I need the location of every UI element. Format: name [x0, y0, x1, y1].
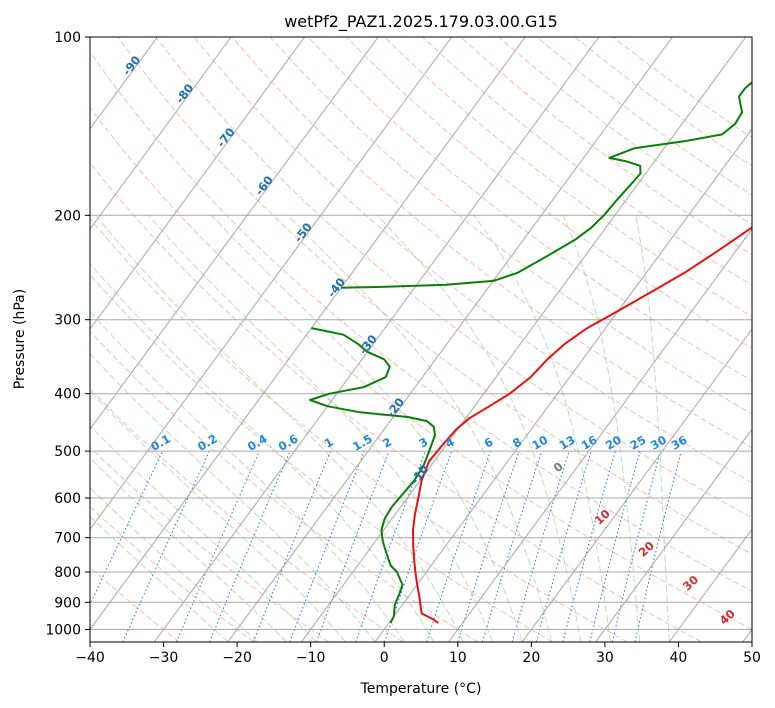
mixing-ratio-line: [289, 450, 365, 642]
moist-adiabat-line: [90, 457, 288, 642]
x-tick-label: 20: [522, 650, 540, 666]
x-tick-label: 40: [670, 650, 688, 666]
moist-adiabat-line: [562, 215, 641, 642]
mixing-ratio-label: 10: [529, 433, 550, 453]
moist-adiabat-line: [148, 214, 494, 642]
y-tick-label: 100: [54, 30, 81, 46]
moist-adiabat-line: [90, 487, 258, 642]
mixing-ratio-line: [457, 450, 520, 642]
mixing-ratio-label: 36: [669, 433, 690, 453]
isotherm-line: [668, 528, 752, 642]
moist-adiabat-line: [90, 390, 346, 642]
isotherm-line: [227, 37, 673, 642]
moist-adiabat-line: [473, 215, 611, 642]
mixing-ratio-line: [611, 450, 661, 642]
isotherm-line: [90, 37, 232, 230]
mixing-ratio-line: [511, 450, 570, 642]
dry-adiabat-line: [90, 330, 479, 642]
x-tick-label: −30: [149, 650, 179, 666]
skewed-isotherms-group: [0, 37, 752, 642]
y-axis-label: Pressure (hPa): [12, 289, 28, 389]
profile-line: [412, 226, 752, 624]
moist-adiabat-line: [90, 262, 435, 642]
dry-adiabat-line: [422, 37, 752, 286]
mixing-ratio-label: 13: [557, 433, 578, 453]
y-tick-label: 300: [54, 313, 81, 329]
moist-adiabat-line: [376, 214, 582, 642]
x-tick-label: −10: [296, 650, 326, 666]
profile-line: [340, 80, 752, 289]
mixing-ratio-line: [175, 450, 260, 642]
y-tick-label: 200: [54, 208, 81, 224]
isotherm-line: [300, 37, 747, 642]
moist-adiabat-line: [90, 425, 317, 642]
x-axis-ticks: −40 −30 −20 −10 0 10 20 30 40 50: [75, 642, 761, 666]
profile-line: [309, 327, 436, 624]
mixing-ratio-label: 20: [603, 433, 624, 453]
mixing-ratio-line: [562, 450, 616, 642]
mixing-ratio-line: [355, 450, 426, 642]
mixing-ratio-line: [252, 450, 332, 642]
mixing-ratio-label: 30: [648, 433, 669, 453]
moist-adiabat-line: [90, 352, 376, 642]
isotherm-line: [448, 228, 752, 642]
moist-adiabat-line: [90, 310, 405, 642]
mixing-ratio-line: [481, 450, 543, 642]
moist-adiabat-line: [635, 215, 670, 642]
profile-series-group: [309, 80, 752, 624]
x-tick-label: −40: [75, 650, 105, 666]
isotherm-line: [90, 37, 453, 531]
chart-title: wetPf2_PAZ1.2025.179.03.00.G15: [284, 12, 558, 32]
mixing-ratio-label: 25: [628, 433, 649, 453]
dry-adiabat-line: [90, 217, 628, 642]
y-axis-ticks: 100 200 300 400 500 600 700 800 900 1000: [45, 30, 90, 638]
mixing-ratio-line: [316, 450, 390, 642]
x-tick-label: 10: [449, 650, 467, 666]
x-tick-label: −20: [222, 650, 252, 666]
moist-adiabat-line: [95, 214, 464, 642]
isotherm-line: [90, 37, 379, 431]
dry-adiabat-line: [90, 106, 752, 630]
isotherm-line: [0, 37, 10, 642]
mixing-ratio-lines-group: [90, 450, 682, 642]
plot-frame: [89, 36, 753, 643]
mixing-ratio-line: [535, 450, 592, 642]
isotherm-line: [595, 428, 752, 642]
x-tick-label: 30: [596, 650, 614, 666]
moist-adiabat-line: [287, 214, 552, 642]
isotherm-line: [90, 37, 306, 330]
y-tick-label: 400: [54, 387, 81, 403]
dry-adiabat-line: [90, 388, 404, 642]
isotherm-line: [521, 328, 752, 642]
y-tick-label: 900: [54, 595, 81, 611]
dry-adiabat-line: [269, 37, 752, 415]
y-tick-label: 500: [54, 444, 81, 460]
dry-adiabat-line: [345, 37, 752, 349]
plot-background: [90, 37, 752, 642]
dry-adiabat-line: [155, 37, 752, 519]
dry-adiabat-line: [90, 566, 180, 642]
mixing-ratio-line: [426, 450, 492, 642]
isotherm-line: [90, 37, 526, 631]
y-tick-label: 1000: [45, 622, 81, 638]
moist-adiabats-group: [90, 214, 670, 642]
dry-adiabat-line: [90, 162, 702, 642]
isotherm-line: [374, 128, 752, 642]
moist-adiabat-line: [211, 214, 523, 642]
moist-adiabat-line: [90, 515, 229, 642]
dry-adiabat-line: [90, 51, 752, 592]
x-tick-label: 50: [743, 650, 761, 666]
mixing-ratio-label: 16: [579, 433, 600, 453]
x-tick-label: 0: [380, 650, 389, 666]
y-tick-label: 600: [54, 491, 81, 507]
y-tick-label: 700: [54, 531, 81, 547]
mixing-ratio-line: [209, 450, 291, 642]
x-axis-label: Temperature (°C): [360, 681, 482, 697]
isotherm-line: [153, 37, 600, 642]
y-tick-label: 800: [54, 565, 81, 581]
mixing-ratio-line: [589, 450, 641, 642]
